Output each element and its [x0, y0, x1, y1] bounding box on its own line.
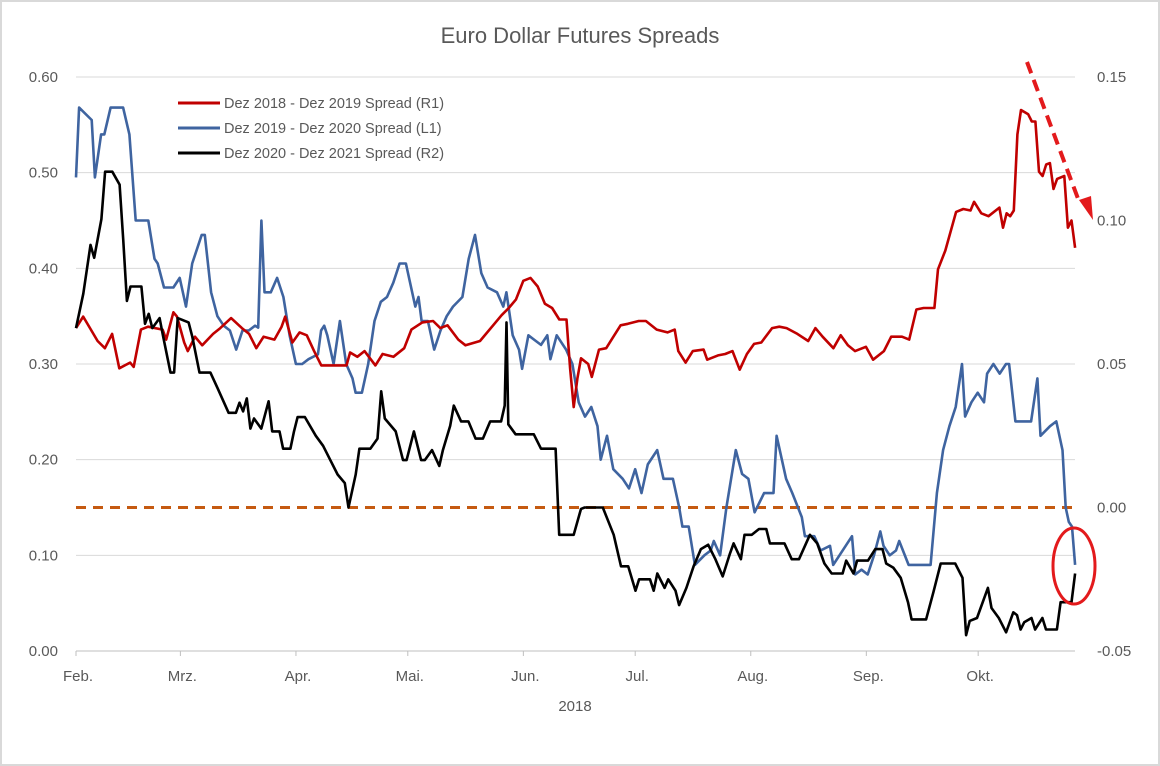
right-tick-label: 0.00	[1097, 500, 1126, 517]
left-tick-label: 0.10	[29, 547, 58, 564]
x-axis-label: 2018	[558, 698, 591, 715]
highlight-ellipse	[1051, 526, 1097, 606]
x-tick-label: Okt.	[966, 668, 994, 685]
left-axis: 0.00 0.10 0.20 0.30 0.40 0.50 0.60	[29, 69, 58, 660]
right-tick-label: -0.05	[1097, 643, 1131, 660]
chart-title: Euro Dollar Futures Spreads	[441, 23, 720, 48]
legend-label: Dez 2020 - Dez 2021 Spread (R2)	[224, 146, 444, 162]
gridlines	[76, 76, 1075, 652]
x-tick-label: Mai.	[396, 668, 424, 685]
series-line-3	[74, 170, 1077, 637]
right-tick-label: 0.05	[1097, 356, 1126, 373]
left-tick-label: 0.30	[29, 356, 58, 373]
right-tick-label: 0.15	[1097, 69, 1126, 86]
x-tick-label: Sep.	[853, 668, 884, 685]
x-tick-label: Feb.	[63, 668, 93, 685]
x-tick-label: Apr.	[285, 668, 312, 685]
left-tick-label: 0.60	[29, 69, 58, 86]
x-tick-label: Aug.	[737, 668, 768, 685]
series-group	[74, 106, 1077, 637]
series-line-1	[74, 108, 1077, 409]
x-tick-label: Mrz.	[168, 668, 197, 685]
right-tick-label: 0.10	[1097, 213, 1126, 230]
legend-label: Dez 2018 - Dez 2019 Spread (R1)	[224, 96, 444, 112]
left-tick-label: 0.00	[29, 643, 58, 660]
left-tick-label: 0.40	[29, 260, 58, 277]
trend-arrow-shaft	[1025, 61, 1082, 205]
legend-label: Dez 2019 - Dez 2020 Spread (L1)	[224, 121, 442, 137]
legend: Dez 2018 - Dez 2019 Spread (R1) Dez 2019 …	[178, 96, 444, 162]
left-tick-label: 0.50	[29, 165, 58, 182]
x-tick-label: Jul.	[626, 668, 649, 685]
series-line-2	[74, 106, 1077, 576]
x-tick-label: Jun.	[511, 668, 539, 685]
x-axis: Feb. Mrz. Apr. Mai. Jun. Jul. Aug. Sep. Okt.	[63, 651, 994, 685]
left-tick-label: 0.20	[29, 452, 58, 469]
trend-arrow-head	[1079, 196, 1093, 220]
right-axis: -0.05 0.00 0.05 0.10 0.15	[1097, 69, 1131, 660]
annotations	[1025, 61, 1097, 606]
